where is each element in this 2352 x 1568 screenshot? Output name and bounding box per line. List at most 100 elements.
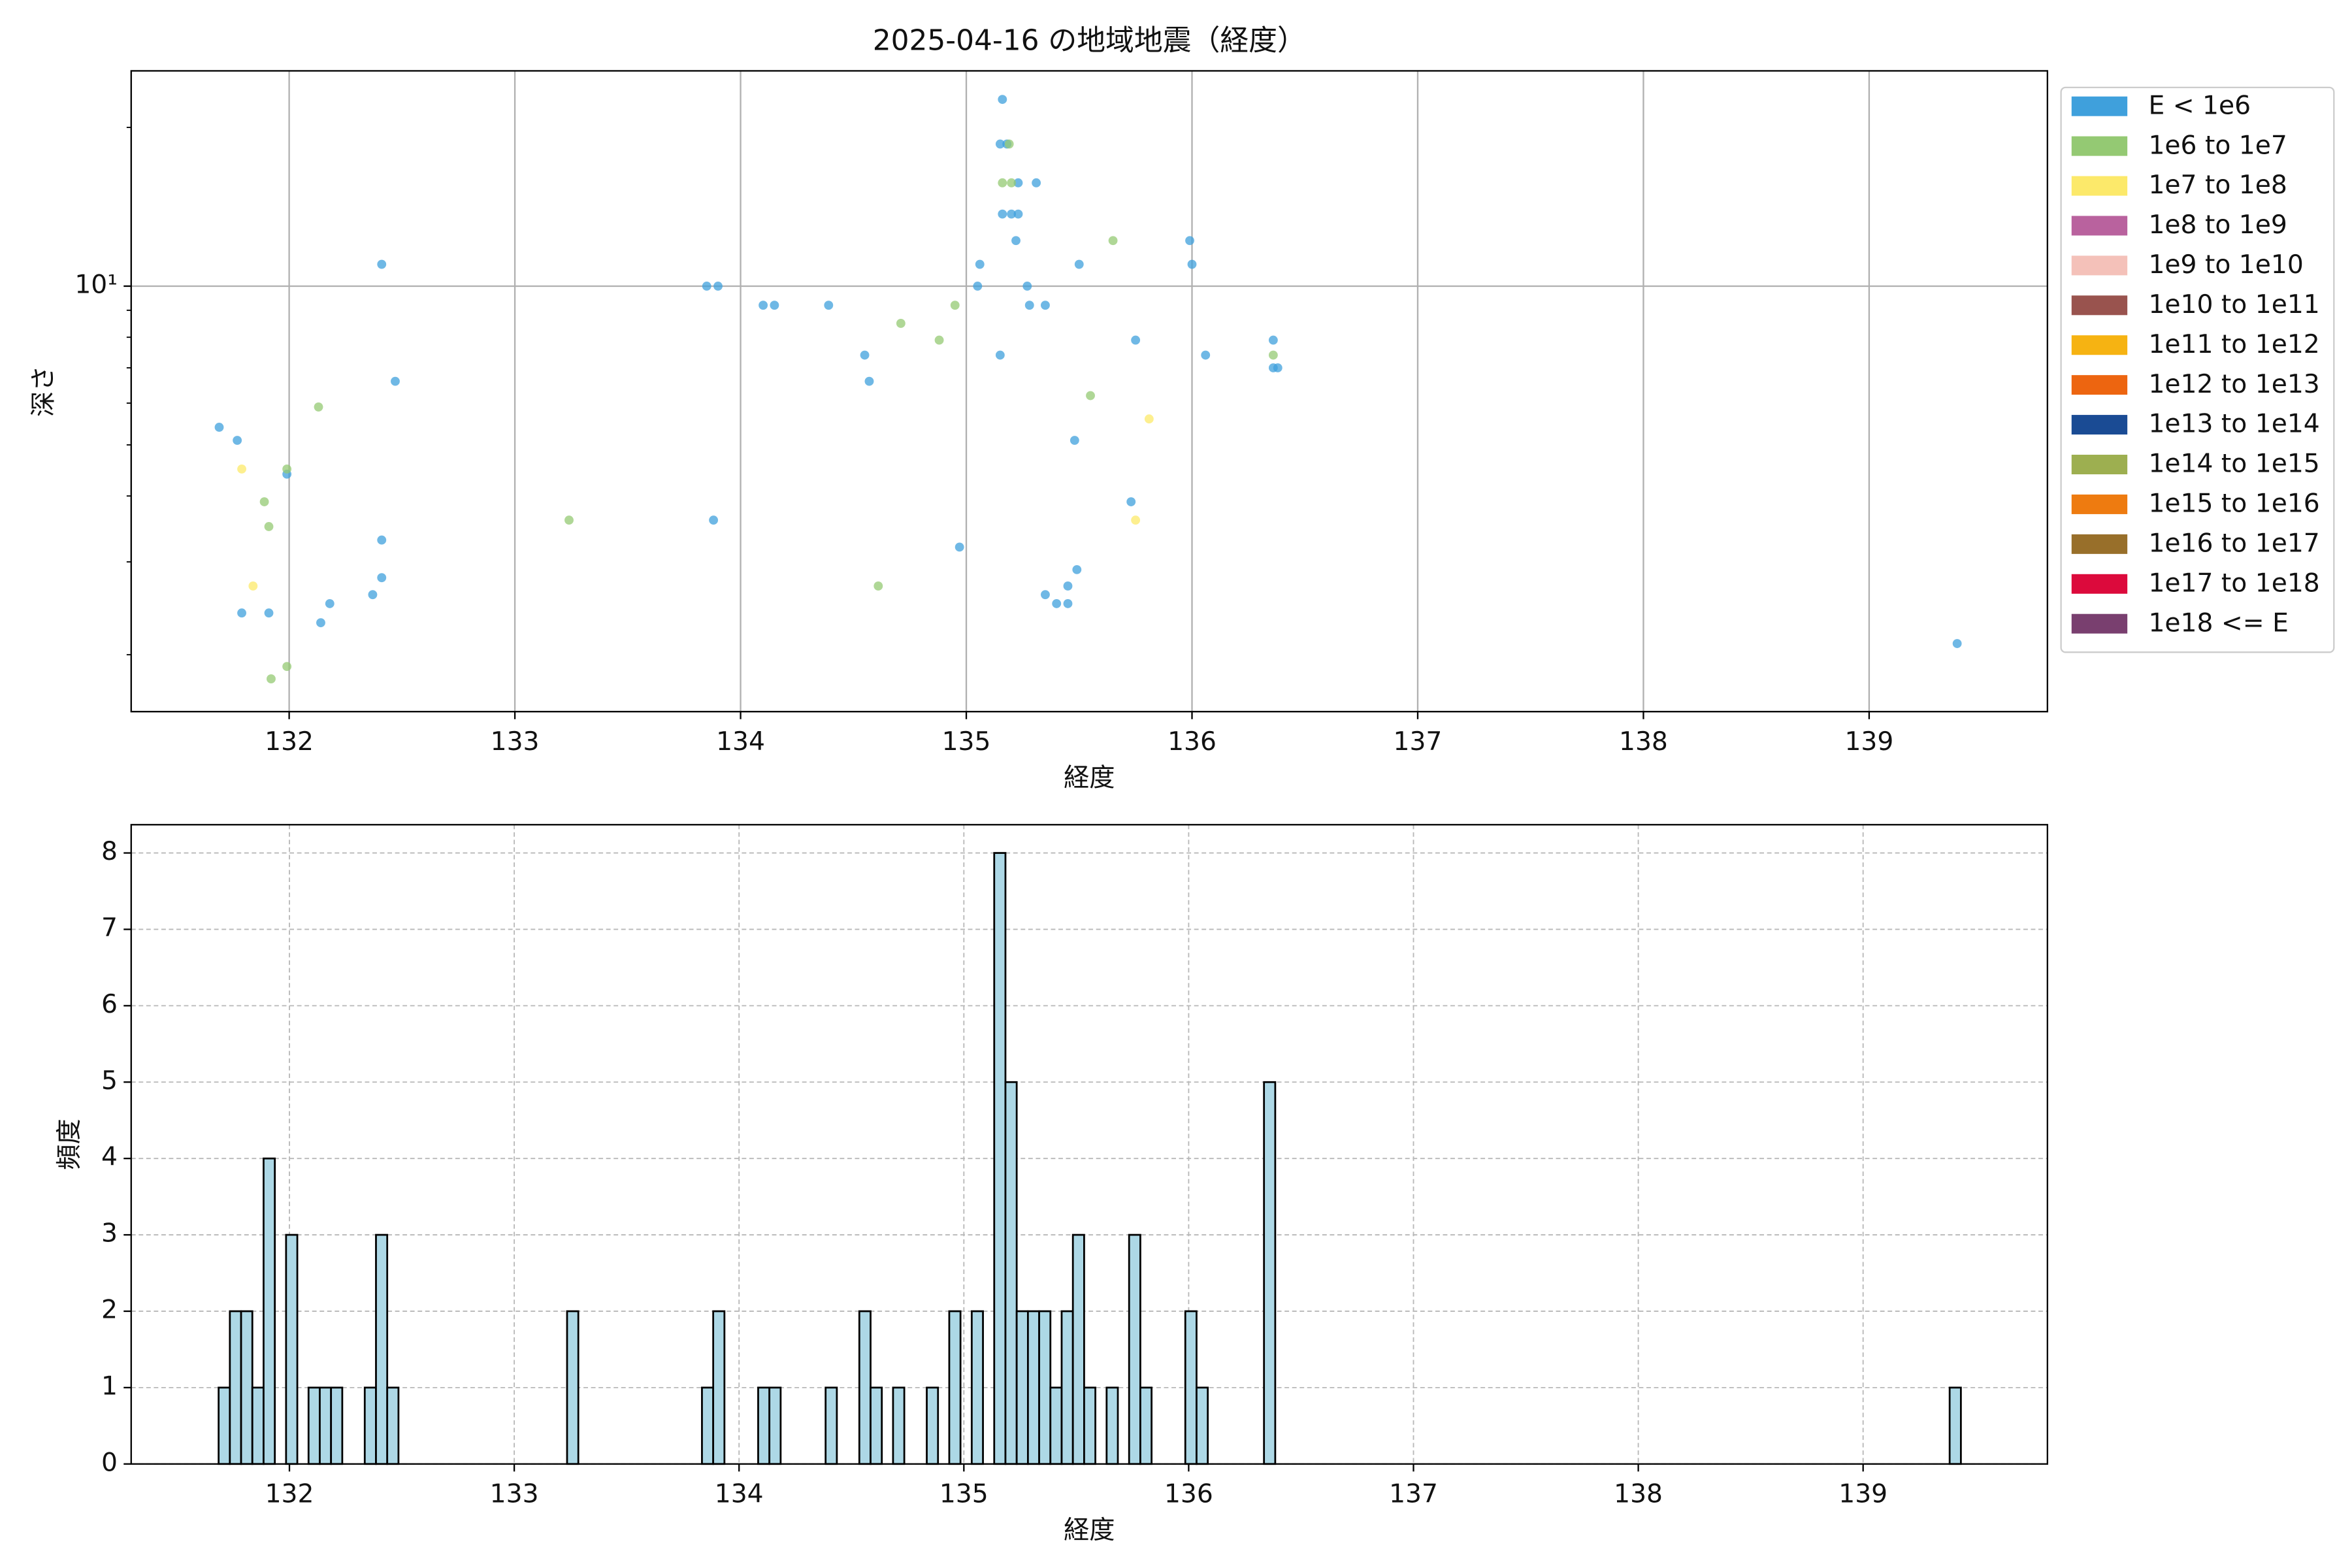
histogram-bar [1128,1233,1141,1465]
legend-swatch [2071,255,2128,276]
legend-swatch [2071,415,2128,435]
x-tick-label: 134 [715,1480,764,1509]
y-tick-label: 1 [101,1371,118,1401]
histogram-bar [566,1310,580,1465]
x-tick-label: 137 [1394,727,1443,757]
scatter-point [998,95,1007,105]
scatter-point [377,535,387,545]
y-axis-label: 頻度 [55,1119,84,1169]
scatter-point [248,581,258,591]
histogram-bar [712,1310,726,1465]
scatter-point [934,335,944,345]
histogram-bar [1263,1081,1277,1465]
y-tick-label: 3 [101,1219,118,1249]
x-tick-label: 139 [1844,727,1893,757]
histogram-bar [1071,1233,1085,1465]
histogram-bar [870,1386,883,1465]
legend-swatch [2071,176,2128,196]
scatter-point [1063,598,1073,608]
scatter-point [1063,581,1073,591]
x-tick-label: 133 [491,727,540,757]
histogram-bar [386,1386,400,1465]
scatter-point [368,590,378,600]
scatter-point [1086,391,1095,400]
scatter-point [1070,436,1079,445]
histogram-bar [251,1386,265,1465]
x-tick-label: 134 [716,727,765,757]
histogram-bar [1038,1310,1052,1465]
histogram-bar [825,1386,838,1465]
legend-label: 1e8 to 1e9 [2148,210,2287,240]
scatter-point [237,608,246,618]
scatter-point [864,376,874,386]
legend-swatch [2071,613,2128,634]
scatter-point [1952,639,1962,648]
plot-frame [130,70,2048,713]
legend-swatch [2071,534,2128,554]
legend-label: 1e18 <= E [2148,608,2288,638]
histogram-bar [1060,1310,1074,1465]
scatter-point [998,178,1007,188]
histogram-bar [1049,1386,1063,1465]
scatter-point [214,423,224,432]
y-tick-label: 10¹ [74,270,118,299]
scatter-point [1185,236,1194,246]
x-tick-label: 136 [1164,1480,1213,1509]
scatter-point [1011,236,1021,246]
y-tick-label: 8 [101,837,118,866]
scatter-point [702,282,711,291]
x-axis-label: 経度 [1064,1516,1115,1545]
y-tick-label: 6 [101,990,118,1019]
scatter-point [874,581,883,591]
histogram-bar [319,1386,333,1465]
histogram-bar [892,1386,906,1465]
scatter-point [1268,335,1278,345]
scatter-point [1201,350,1211,360]
x-tick-label: 139 [1838,1480,1887,1509]
y-tick-label: 4 [101,1143,118,1172]
scatter-point [955,542,964,552]
scatter-point [1007,178,1017,188]
scatter-point [1013,178,1023,188]
scatter-point [1007,209,1017,219]
scatter-point [995,350,1005,360]
histogram-bar [330,1386,344,1465]
scatter-point [1131,335,1141,345]
histogram-bar [1015,1310,1029,1465]
scatter-point [709,515,719,525]
x-tick-label: 135 [942,727,991,757]
scatter-point [264,522,274,531]
histogram-bar [757,1386,771,1465]
histogram-bar [1139,1386,1153,1465]
x-tick-label: 138 [1614,1480,1663,1509]
x-tick-label: 133 [490,1480,539,1509]
histogram-bar [948,1310,962,1465]
legend-label: 1e10 to 1e11 [2148,290,2319,319]
scatter-point [377,573,387,583]
legend-swatch [2071,136,2128,156]
histogram-bar [1083,1386,1096,1465]
scatter-point [1004,139,1014,149]
scatter-point [1013,209,1023,219]
legend-swatch [2071,375,2128,395]
histogram-bar [307,1386,321,1465]
legend-swatch [2071,455,2128,474]
histogram-bar [1026,1310,1040,1465]
scatter-point [950,301,960,310]
scatter-point [759,301,768,310]
plot-frame [130,824,2048,1465]
histogram-bar [993,852,1007,1465]
scatter-point [1024,301,1034,310]
scatter-point [1041,590,1050,600]
x-axis-label: 経度 [1064,764,1115,793]
histogram-bar [263,1157,276,1465]
scatter-point [325,598,335,608]
scatter-point [267,674,276,683]
scatter-point [1074,259,1084,269]
legend-label: 1e7 to 1e8 [2148,171,2287,200]
scatter-point [1108,236,1118,246]
legend-swatch [2071,295,2128,316]
chart-title: 2025-04-16 の地域地震（経度） [873,24,1306,57]
y-tick-label: 2 [101,1295,118,1324]
